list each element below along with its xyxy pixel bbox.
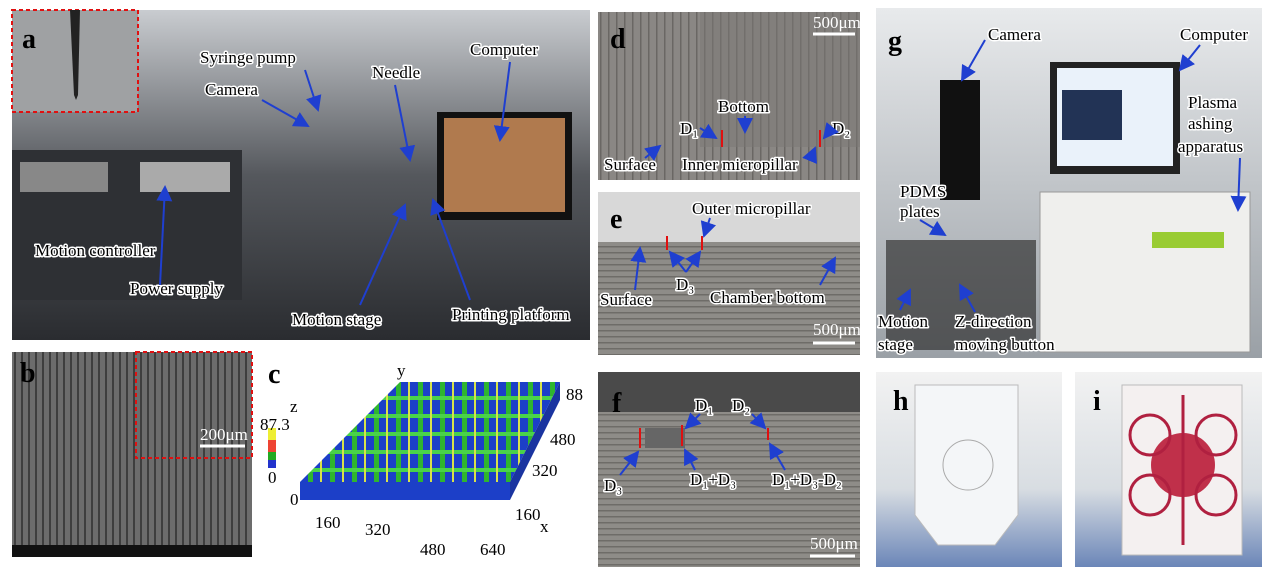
instrument (140, 162, 230, 192)
annotation: Computer (470, 40, 538, 59)
tick-label: 160 (515, 505, 541, 524)
tick-label: 480 (550, 430, 576, 449)
annotation: Surface (604, 155, 656, 174)
tick-label: 160 (315, 513, 341, 532)
decoration (598, 372, 860, 412)
annotation: ashing (1188, 114, 1233, 133)
annotation: Motion stage (292, 310, 381, 329)
scale-bar: 200μm (200, 425, 248, 444)
tick-label: 0 (290, 490, 299, 509)
annotation: Syringe pump (200, 48, 296, 67)
annotation: Z-direction (955, 312, 1032, 331)
annotation: D₃ (676, 275, 694, 294)
tick-label: 320 (365, 520, 391, 539)
colorbar (268, 460, 276, 468)
panel-b: b 200μm (12, 352, 252, 557)
colorbar-max: 87.3 (260, 415, 290, 434)
tick-label: 88 (566, 385, 583, 404)
decoration (645, 428, 685, 448)
panel-label: f (612, 388, 622, 419)
panel-i: i (1075, 372, 1262, 567)
annotation: Needle (372, 63, 420, 82)
annotation: Power supply (130, 279, 224, 298)
colorbar (268, 452, 276, 460)
panel-label: b (20, 358, 36, 389)
display (1152, 232, 1224, 248)
colorbar-min: 0 (268, 468, 277, 487)
annotation: D₁ (695, 396, 713, 415)
surface-side (300, 482, 510, 500)
panel-label: h (893, 386, 909, 417)
screen-image (1062, 90, 1122, 140)
axis-label: z (290, 397, 298, 416)
annotation: D₁+D₃ (690, 470, 736, 489)
annotation: D₁+D₃-D₂ (772, 470, 842, 489)
panel-label: i (1093, 386, 1101, 417)
scale-bar: 500μm (813, 320, 861, 339)
axis-label: y (397, 361, 406, 380)
annotation: moving button (955, 335, 1055, 354)
panel-label: e (610, 204, 622, 235)
figure: a Syringe pump Camera Needle Computer Mo… (0, 0, 1269, 567)
annotation: Inner micropillar (682, 155, 798, 174)
scale-bar: 500μm (813, 13, 861, 32)
axis-label: x (540, 517, 549, 536)
panel-label: c (268, 359, 280, 390)
panel-d: d 500μm Bottom D₁ D₂ Surface Inner micro… (598, 12, 861, 180)
chip (915, 385, 1018, 545)
plasma-apparatus (1040, 192, 1250, 352)
annotation: apparatus (1178, 137, 1243, 156)
annotation: Camera (205, 80, 258, 99)
panel-a: a Syringe pump Camera Needle Computer Mo… (12, 10, 590, 340)
annotation: plates (900, 202, 940, 221)
annotation: D₂ (732, 396, 750, 415)
panel-c: c z 87.3 0 y x 88 480 320 160 0 160 320 … (260, 359, 583, 559)
annotation: Surface (600, 290, 652, 309)
annotation: Motion (878, 312, 929, 331)
annotation: D₃ (604, 476, 622, 495)
annotation: Camera (988, 25, 1041, 44)
annotation: stage (878, 335, 913, 354)
annotation: PDMS (900, 182, 946, 201)
tick-label: 320 (532, 461, 558, 480)
annotation: Motion controller (35, 241, 156, 260)
screen (444, 118, 565, 212)
panel-h: h (876, 372, 1062, 567)
annotation: Outer micropillar (692, 199, 811, 218)
tick-label: 640 (480, 540, 506, 559)
annotation: Plasma (1188, 93, 1238, 112)
info-bar (12, 545, 252, 557)
scale-bar: 500μm (810, 534, 858, 553)
panel-g: g Camera Computer Plasma ashing apparatu… (876, 8, 1262, 358)
panel-label: a (22, 24, 36, 55)
panel-label: d (610, 24, 626, 55)
instrument (20, 162, 108, 192)
annotation: D₁ (680, 119, 698, 138)
panel-label: g (888, 26, 902, 57)
annotation: Bottom (718, 97, 769, 116)
annotation: Computer (1180, 25, 1248, 44)
colorbar (268, 440, 276, 452)
panel-e: e 500μm Outer micropillar Surface D₃ Cha… (598, 192, 861, 355)
annotation: Chamber bottom (710, 288, 825, 307)
tick-label: 480 (420, 540, 446, 559)
annotation: Printing platform (452, 305, 570, 324)
annotation: D₂ (832, 119, 850, 138)
panel-f: f 500μm D₁ D₂ D₃ D₁+D₃ D₁+D₃-D₂ (598, 372, 860, 567)
